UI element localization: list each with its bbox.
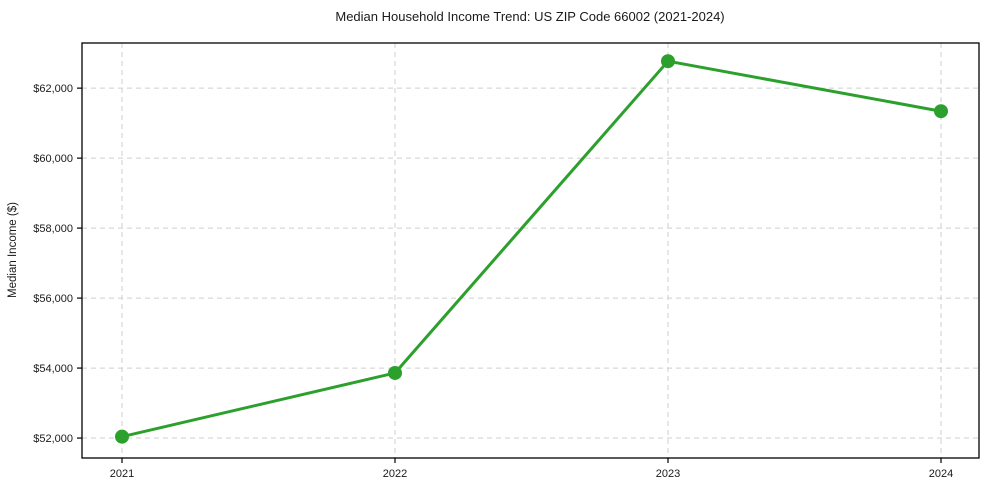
x-tick-label: 2024 (929, 468, 953, 480)
y-tick-label: $62,000 (33, 83, 73, 95)
data-point-2022 (388, 365, 402, 380)
x-tick-label: 2022 (383, 468, 407, 480)
y-tick-label: $60,000 (33, 153, 73, 165)
data-point-2021 (115, 429, 129, 444)
data-point-2023 (661, 54, 675, 69)
tick-marks (77, 87, 942, 463)
trend-line (120, 59, 943, 439)
grid-lines (82, 43, 979, 458)
y-tick-label: $58,000 (33, 223, 73, 235)
y-tick-label: $56,000 (33, 293, 73, 305)
x-tick-label: 2021 (110, 468, 134, 480)
y-tick-label: $54,000 (33, 363, 73, 375)
x-tick-label: 2023 (656, 468, 680, 480)
y-tick-label: $52,000 (33, 433, 73, 445)
chart-title: Median Household Income Trend: US ZIP Co… (335, 9, 724, 24)
tick-labels: $52,000 $54,000 $56,000 $58,000 $60,000 $62,0… (33, 83, 953, 480)
y-axis-label: Median Income ($) (7, 202, 19, 298)
plot-border (81, 42, 980, 459)
data-series (115, 54, 948, 444)
axes (81, 42, 980, 459)
data-point-2024 (934, 104, 948, 119)
